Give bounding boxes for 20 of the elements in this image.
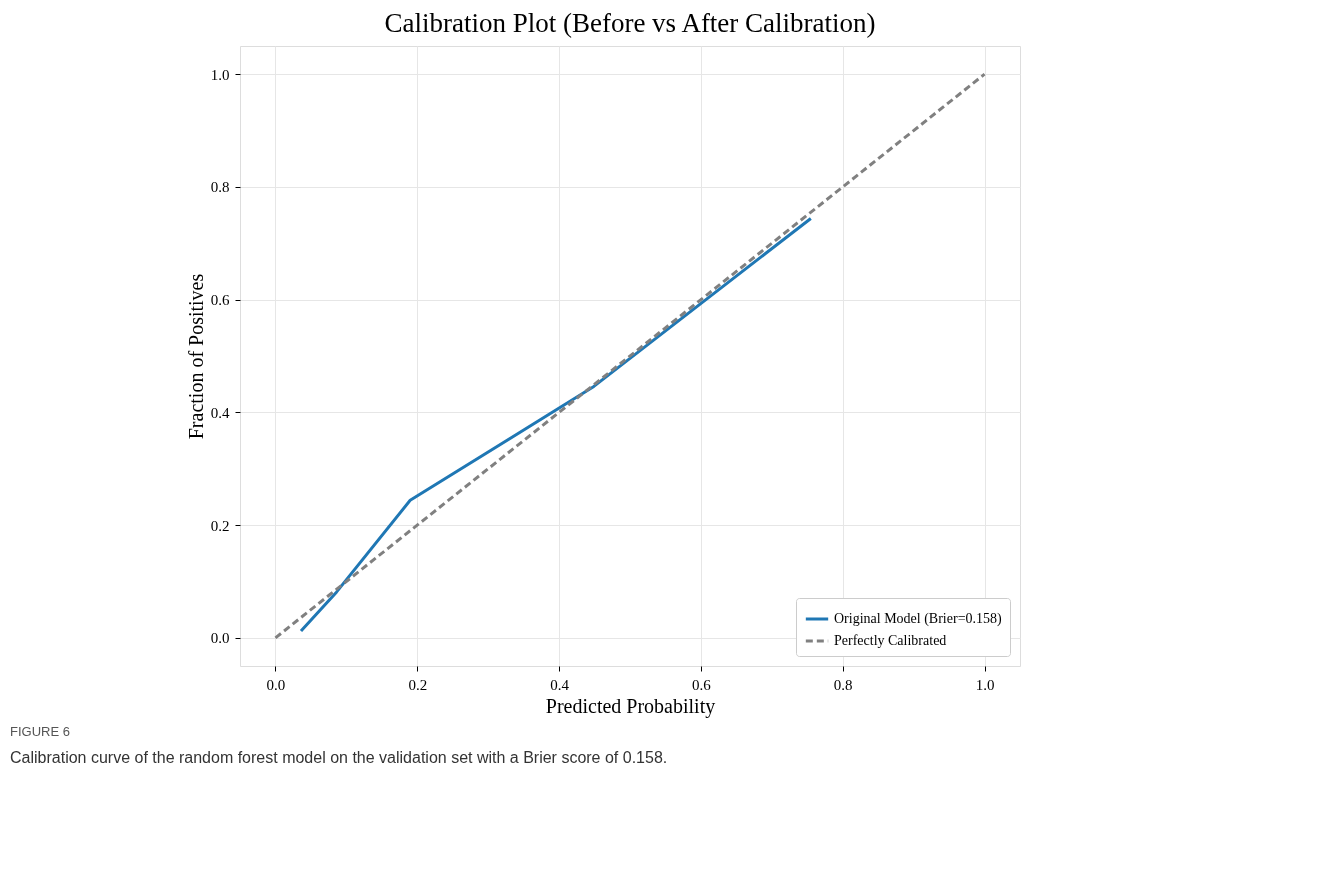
y-tick-label: 0.4 [210,404,230,421]
text: Calibration curve of the random forest model on the validation set with a Brier score of 0.158. [10,749,668,766]
x-tick-label: 0.4 [550,676,570,693]
y-axis-title: Fraction of Positives [184,273,207,440]
x-tick-label: 0.8 [833,676,853,693]
y-tick-label: 0.8 [210,179,230,196]
line-series [299,216,813,633]
legend-label: Original Model (Brier=0.158) [834,611,1003,627]
y-tick-label: 0.6 [210,292,230,309]
x-tick-label: 0.6 [692,676,712,693]
chart-title: Calibration Plot (Before vs After Calibration) [384,8,876,38]
y-tick-label: 0.2 [210,517,230,534]
caption: FIGURE 6 [10,724,70,739]
y-tick-label: 1.0 [210,66,230,83]
y-tick-label: 0.0 [210,630,230,647]
x-axis-title: Predicted Probability [545,694,716,718]
x-tick-label: 1.0 [975,676,995,693]
x-tick-label: 0.2 [408,676,428,693]
legend-label: Perfectly Calibrated [834,633,947,648]
x-tick-label: 0.0 [266,676,286,693]
